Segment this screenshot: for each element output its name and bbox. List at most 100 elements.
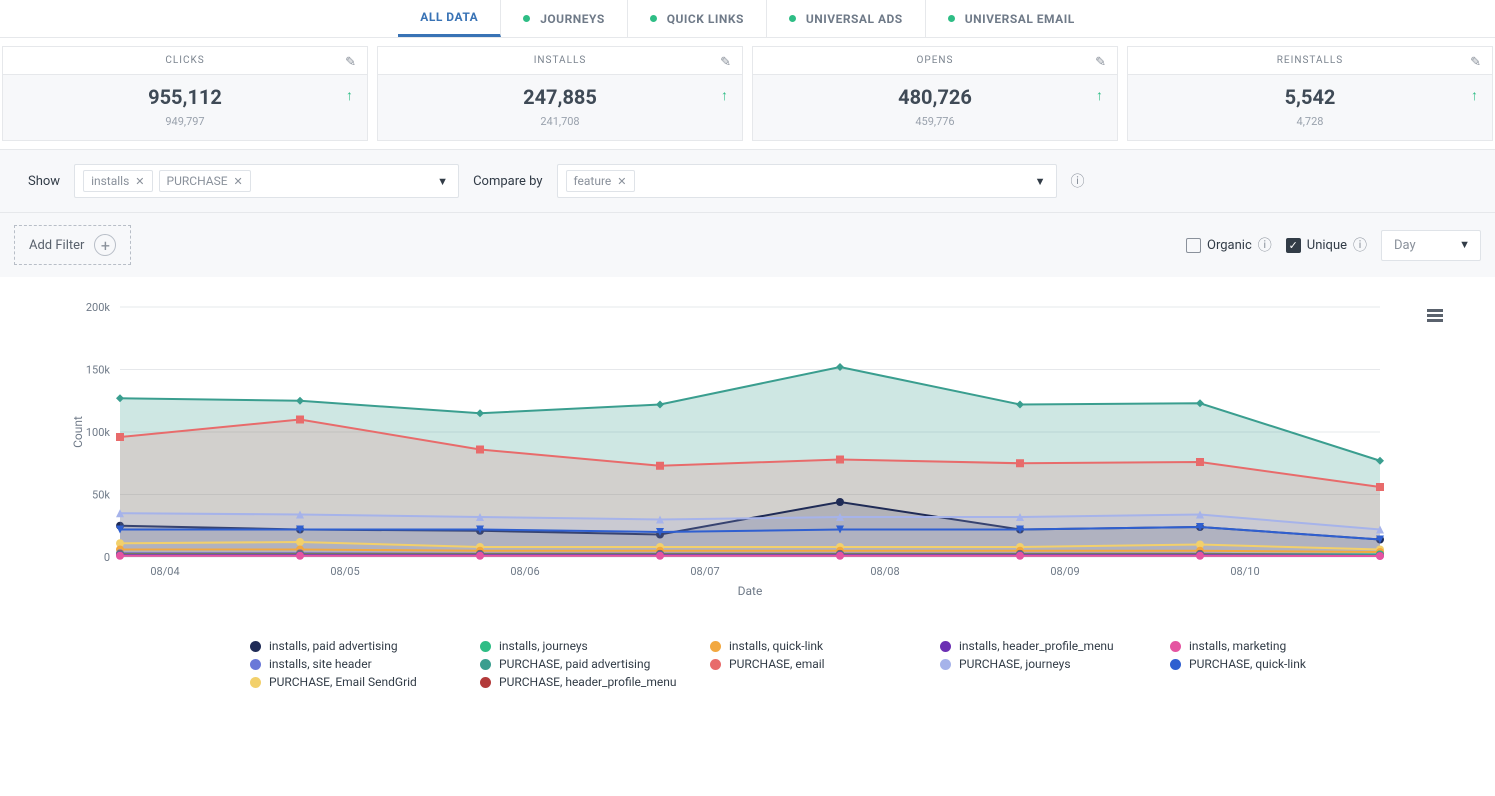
svg-text:08/07: 08/07 (690, 565, 719, 578)
show-tagbox[interactable]: installs ✕ PURCHASE ✕ ▼ (74, 164, 459, 198)
legend-item[interactable]: PURCHASE, quick-link (1170, 655, 1400, 673)
tab-label: ALL DATA (420, 10, 478, 24)
svg-text:150k: 150k (86, 364, 111, 377)
legend-label: PURCHASE, paid advertising (499, 657, 650, 671)
filter-tag[interactable]: PURCHASE ✕ (159, 170, 251, 192)
card-body: 955,112 949,797 ↑ (3, 75, 367, 140)
tab-quick-links[interactable]: QUICK LINKS (628, 0, 767, 37)
card-body: 480,726 459,776 ↑ (753, 75, 1117, 140)
svg-text:08/05: 08/05 (330, 565, 359, 578)
status-dot-icon (650, 15, 657, 22)
info-icon[interactable]: ⓘ (1258, 235, 1272, 255)
svg-text:200k: 200k (86, 301, 111, 314)
legend-label: PURCHASE, journeys (959, 657, 1071, 671)
unique-label: Unique (1307, 238, 1347, 253)
tab-universal-email[interactable]: UNIVERSAL EMAIL (926, 0, 1097, 37)
legend-dot-icon (480, 677, 491, 688)
svg-text:100k: 100k (86, 426, 111, 439)
card-value: 247,885 (378, 85, 742, 109)
legend-item[interactable]: installs, journeys (480, 637, 710, 655)
legend-dot-icon (250, 641, 261, 652)
tab-bar: ALL DATA JOURNEYS QUICK LINKS UNIVERSAL ADS… (0, 0, 1495, 38)
tag-label: PURCHASE (167, 174, 228, 188)
add-filter-label: Add Filter (29, 238, 84, 253)
metric-card-clicks[interactable]: CLICKS ✎ 955,112 949,797 ↑ (2, 46, 368, 141)
chevron-down-icon: ▼ (437, 175, 448, 188)
tab-label: UNIVERSAL EMAIL (965, 12, 1075, 26)
filter-tag[interactable]: feature ✕ (566, 170, 635, 192)
svg-text:08/08: 08/08 (870, 565, 899, 578)
add-filter-button[interactable]: Add Filter + (14, 225, 131, 265)
legend-item[interactable]: installs, quick-link (710, 637, 940, 655)
metric-card-installs[interactable]: INSTALLS ✎ 247,885 241,708 ↑ (377, 46, 743, 141)
metric-card-reinstalls[interactable]: REINSTALLS ✎ 5,542 4,728 ↑ (1127, 46, 1493, 141)
svg-text:08/06: 08/06 (510, 565, 539, 578)
tab-label: JOURNEYS (540, 12, 605, 26)
legend-dot-icon (480, 641, 491, 652)
legend-dot-icon (710, 659, 721, 670)
status-dot-icon (523, 15, 530, 22)
organic-label: Organic (1207, 238, 1252, 253)
trend-up-icon: ↑ (1096, 87, 1103, 104)
status-dot-icon (948, 15, 955, 22)
legend-dot-icon (1170, 641, 1181, 652)
legend-label: installs, journeys (499, 639, 588, 653)
unique-checkbox[interactable]: ✓ Unique ⓘ (1286, 235, 1367, 255)
compare-tagbox[interactable]: feature✕▼ (557, 164, 1057, 198)
chart-menu-icon[interactable] (1427, 307, 1443, 324)
legend-item[interactable]: installs, marketing (1170, 637, 1400, 655)
tab-universal-ads[interactable]: UNIVERSAL ADS (767, 0, 926, 37)
legend-item[interactable]: PURCHASE, email (710, 655, 940, 673)
card-title: INSTALLS ✎ (378, 47, 742, 75)
tag-label: feature (574, 174, 612, 188)
legend-label: PURCHASE, header_profile_menu (499, 675, 676, 689)
tab-journeys[interactable]: JOURNEYS (501, 0, 628, 37)
legend-item[interactable]: PURCHASE, journeys (940, 655, 1170, 673)
info-icon[interactable]: ⓘ (1071, 171, 1085, 191)
pencil-icon[interactable]: ✎ (1095, 55, 1107, 70)
legend-label: installs, quick-link (729, 639, 823, 653)
legend-dot-icon (940, 659, 951, 670)
legend-label: PURCHASE, email (729, 657, 825, 671)
legend-label: installs, paid advertising (269, 639, 398, 653)
legend-label: PURCHASE, quick-link (1189, 657, 1306, 671)
tag-label: installs (91, 174, 129, 188)
tab-all-data[interactable]: ALL DATA (398, 0, 501, 37)
pencil-icon[interactable]: ✎ (345, 55, 357, 70)
line-chart: 050k100k150k200kCount08/0408/0508/0608/0… (70, 297, 1390, 627)
close-icon[interactable]: ✕ (135, 175, 144, 188)
filter-tag[interactable]: installs ✕ (83, 170, 152, 192)
pencil-icon[interactable]: ✎ (1470, 55, 1482, 70)
svg-text:50k: 50k (92, 489, 110, 502)
legend-item[interactable]: PURCHASE, paid advertising (480, 655, 710, 673)
legend-item[interactable]: PURCHASE, header_profile_menu (480, 673, 710, 691)
trend-up-icon: ↑ (1471, 87, 1478, 104)
plus-icon: + (94, 234, 116, 256)
organic-checkbox[interactable]: Organic ⓘ (1186, 235, 1272, 255)
legend-dot-icon (1170, 659, 1181, 670)
svg-text:0: 0 (104, 551, 110, 564)
info-icon[interactable]: ⓘ (1353, 235, 1367, 255)
chevron-down-icon: ▼ (1459, 238, 1470, 251)
pencil-icon[interactable]: ✎ (720, 55, 732, 70)
card-title: REINSTALLS ✎ (1128, 47, 1492, 75)
metric-card-opens[interactable]: OPENS ✎ 480,726 459,776 ↑ (752, 46, 1118, 141)
legend-dot-icon (940, 641, 951, 652)
filter-row: Add Filter + Organic ⓘ ✓ Unique ⓘ Day ▼ (0, 213, 1495, 277)
legend-dot-icon (480, 659, 491, 670)
tab-label: UNIVERSAL ADS (806, 12, 903, 26)
close-icon[interactable]: ✕ (234, 175, 243, 188)
granularity-select[interactable]: Day ▼ (1381, 230, 1481, 261)
legend-item[interactable]: installs, header_profile_menu (940, 637, 1170, 655)
card-subvalue: 4,728 (1128, 115, 1492, 128)
chart-legend: installs, paid advertising installs, jour… (70, 627, 1455, 721)
card-body: 247,885 241,708 ↑ (378, 75, 742, 140)
legend-item[interactable]: PURCHASE, Email SendGrid (250, 673, 480, 691)
checkbox-icon: ✓ (1286, 238, 1301, 253)
close-icon[interactable]: ✕ (617, 175, 626, 188)
legend-item[interactable]: installs, site header (250, 655, 480, 673)
card-subvalue: 459,776 (753, 115, 1117, 128)
legend-dot-icon (250, 659, 261, 670)
legend-item[interactable]: installs, paid advertising (250, 637, 480, 655)
metric-cards: CLICKS ✎ 955,112 949,797 ↑ INSTALLS ✎ 24… (0, 38, 1495, 149)
